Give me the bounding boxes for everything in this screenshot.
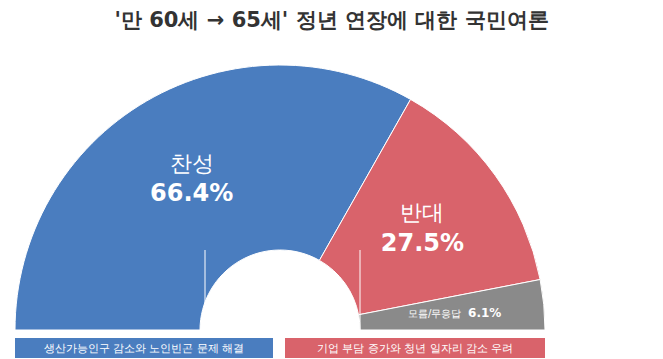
- svg-text:반대: 반대: [400, 200, 444, 225]
- svg-text:찬성: 찬성: [170, 151, 214, 176]
- svg-text:생산가능인구 감소와 노인빈곤 문제 해결: 생산가능인구 감소와 노인빈곤 문제 해결: [44, 342, 245, 355]
- svg-text:모름/무응답: 모름/무응답: [408, 308, 461, 319]
- svg-text:기업 부담 증가와 청년 일자리 감소 우려: 기업 부담 증가와 청년 일자리 감소 우려: [317, 342, 514, 355]
- svg-text:6.1%: 6.1%: [468, 306, 501, 320]
- svg-text:'만 60세 → 65세' 정년 연장에 대한 국민여론: '만 60세 → 65세' 정년 연장에 대한 국민여론: [114, 8, 548, 32]
- svg-text:66.4%: 66.4%: [150, 179, 233, 207]
- svg-text:27.5%: 27.5%: [381, 229, 464, 257]
